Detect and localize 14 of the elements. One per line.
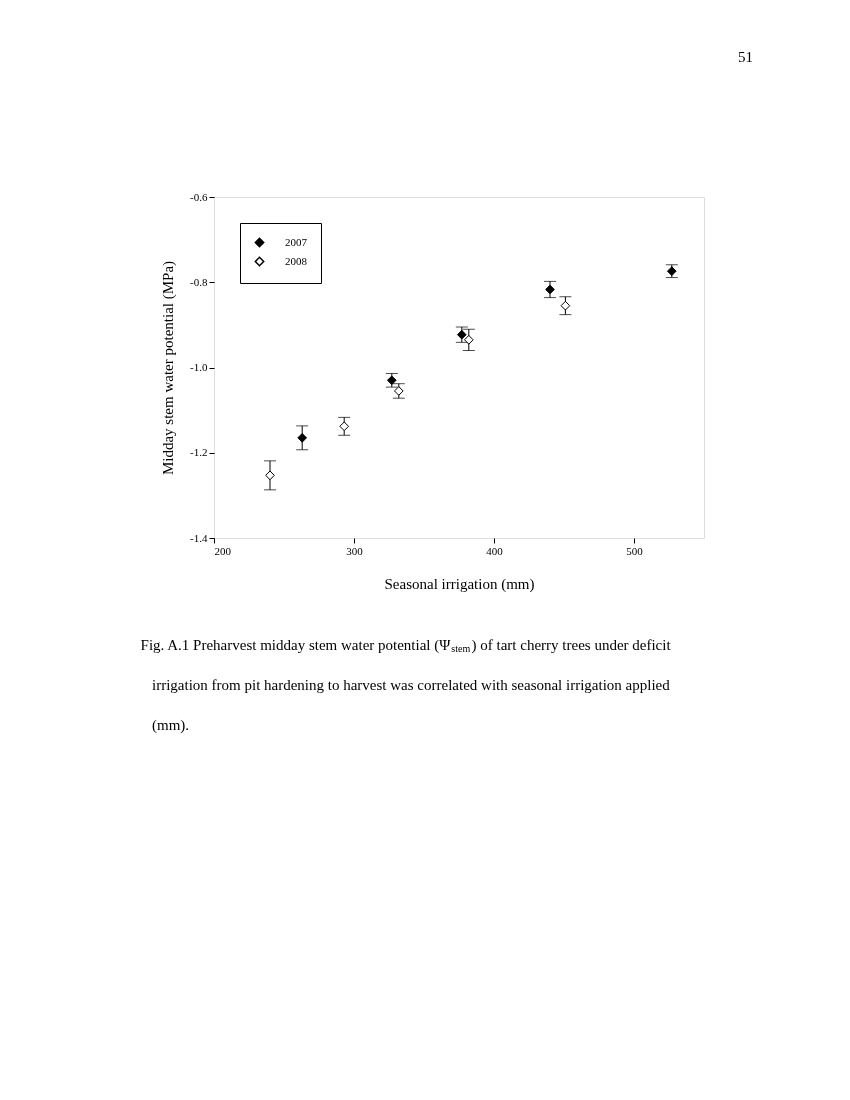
y-axis-title: Midday stem water potential (MPa) [160, 260, 178, 476]
text: 51 [738, 49, 753, 65]
y-tick-label: -1.0 [190, 361, 208, 373]
y-tick-label: -1.4 [190, 531, 208, 544]
y-tick-label: -0.6 [190, 190, 208, 203]
x-tick-label: 300 [346, 544, 364, 557]
x-axis-title: Seasonal irrigation (mm) [384, 575, 535, 593]
y-tick-label: -0.8 [190, 275, 208, 288]
legend-label: 2008 [285, 254, 308, 267]
x-tick-label: 200 [214, 544, 232, 557]
legend-label: 2007 [285, 235, 308, 248]
y-tick-label: -1.2 [190, 446, 208, 459]
x-tick-label: 500 [626, 544, 644, 557]
x-tick-label: 400 [486, 544, 504, 557]
